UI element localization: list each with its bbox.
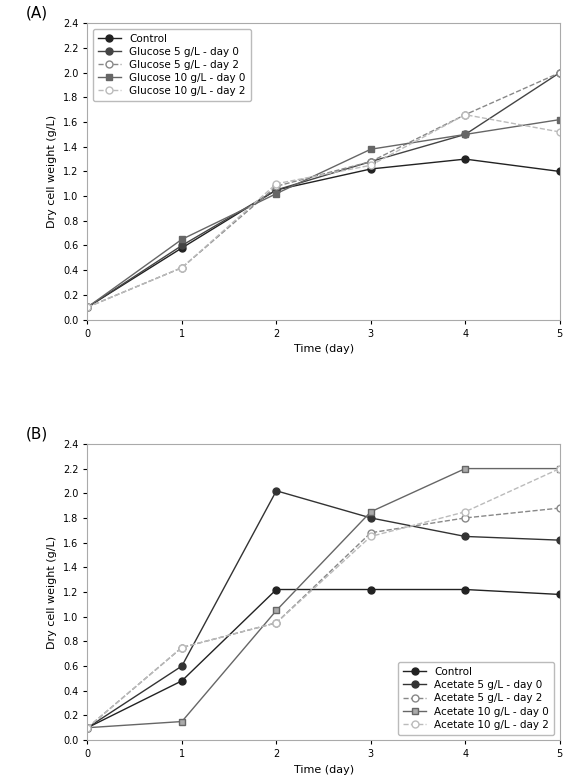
Glucose 10 g/L - day 0	[273, 189, 280, 199]
Legend: Control, Glucose 5 g/L - day 0, Glucose 5 g/L - day 2, Glucose 10 g/L - day 0, G: Control, Glucose 5 g/L - day 0, Glucose …	[93, 29, 251, 101]
Glucose 5 g/L - day 0	[462, 130, 469, 139]
Glucose 5 g/L - day 0	[556, 68, 563, 77]
Line: Glucose 5 g/L - day 0: Glucose 5 g/L - day 0	[84, 69, 563, 311]
Glucose 10 g/L - day 2	[84, 302, 91, 312]
Acetate 10 g/L - day 0	[462, 464, 469, 474]
X-axis label: Time (day): Time (day)	[293, 765, 354, 774]
Glucose 10 g/L - day 0	[84, 302, 91, 312]
Line: Acetate 5 g/L - day 2: Acetate 5 g/L - day 2	[84, 505, 563, 731]
Glucose 10 g/L - day 2	[462, 110, 469, 119]
Acetate 5 g/L - day 2	[556, 503, 563, 513]
Acetate 5 g/L - day 2	[367, 528, 374, 538]
Acetate 10 g/L - day 0	[84, 723, 91, 732]
Glucose 10 g/L - day 0	[367, 145, 374, 154]
Control	[273, 185, 280, 195]
Glucose 5 g/L - day 2	[273, 182, 280, 191]
Line: Acetate 10 g/L - day 2: Acetate 10 g/L - day 2	[84, 465, 563, 731]
Glucose 5 g/L - day 0	[273, 185, 280, 195]
Line: Acetate 10 g/L - day 0: Acetate 10 g/L - day 0	[84, 465, 563, 731]
Acetate 10 g/L - day 0	[556, 464, 563, 474]
Acetate 5 g/L - day 2	[462, 513, 469, 523]
Control	[462, 154, 469, 164]
Glucose 10 g/L - day 0	[556, 115, 563, 125]
Acetate 5 g/L - day 0	[556, 535, 563, 545]
Acetate 10 g/L - day 2	[273, 619, 280, 628]
Text: (B): (B)	[26, 426, 48, 441]
Glucose 10 g/L - day 2	[273, 179, 280, 189]
Glucose 10 g/L - day 2	[367, 160, 374, 170]
Glucose 5 g/L - day 2	[178, 263, 185, 273]
Glucose 5 g/L - day 2	[84, 302, 91, 312]
Acetate 5 g/L - day 0	[462, 532, 469, 541]
Text: (A): (A)	[26, 5, 48, 20]
Acetate 10 g/L - day 0	[273, 606, 280, 615]
Glucose 10 g/L - day 0	[462, 130, 469, 139]
Line: Acetate 5 g/L - day 0: Acetate 5 g/L - day 0	[84, 488, 563, 731]
Glucose 5 g/L - day 0	[178, 241, 185, 250]
Acetate 10 g/L - day 0	[367, 507, 374, 516]
Acetate 5 g/L - day 2	[273, 619, 280, 628]
Acetate 10 g/L - day 0	[178, 717, 185, 726]
Control	[556, 590, 563, 599]
Acetate 5 g/L - day 0	[273, 486, 280, 495]
X-axis label: Time (day): Time (day)	[293, 344, 354, 354]
Control	[367, 585, 374, 594]
Acetate 5 g/L - day 2	[178, 643, 185, 652]
Y-axis label: Dry cell weight (g/L): Dry cell weight (g/L)	[47, 115, 57, 228]
Glucose 5 g/L - day 0	[84, 302, 91, 312]
Acetate 5 g/L - day 0	[84, 723, 91, 732]
Acetate 10 g/L - day 2	[84, 723, 91, 732]
Acetate 10 g/L - day 2	[367, 532, 374, 541]
Control	[178, 676, 185, 686]
Legend: Control, Acetate 5 g/L - day 0, Acetate 5 g/L - day 2, Acetate 10 g/L - day 0, A: Control, Acetate 5 g/L - day 0, Acetate …	[398, 662, 554, 735]
Acetate 5 g/L - day 0	[178, 661, 185, 671]
Glucose 5 g/L - day 2	[556, 68, 563, 77]
Line: Control: Control	[84, 156, 563, 311]
Acetate 10 g/L - day 2	[178, 643, 185, 652]
Y-axis label: Dry cell weight (g/L): Dry cell weight (g/L)	[47, 535, 57, 649]
Glucose 5 g/L - day 2	[367, 157, 374, 166]
Glucose 10 g/L - day 2	[556, 127, 563, 136]
Glucose 10 g/L - day 2	[178, 263, 185, 273]
Acetate 10 g/L - day 2	[556, 464, 563, 474]
Control	[556, 167, 563, 176]
Line: Glucose 5 g/L - day 2: Glucose 5 g/L - day 2	[84, 69, 563, 311]
Control	[462, 585, 469, 594]
Control	[367, 164, 374, 174]
Acetate 10 g/L - day 2	[462, 507, 469, 516]
Control	[84, 302, 91, 312]
Line: Glucose 10 g/L - day 2: Glucose 10 g/L - day 2	[84, 111, 563, 311]
Acetate 5 g/L - day 0	[367, 513, 374, 523]
Line: Glucose 10 g/L - day 0: Glucose 10 g/L - day 0	[84, 116, 563, 311]
Line: Control: Control	[84, 586, 563, 731]
Glucose 10 g/L - day 0	[178, 234, 185, 244]
Glucose 5 g/L - day 2	[462, 110, 469, 119]
Acetate 5 g/L - day 2	[84, 723, 91, 732]
Control	[84, 723, 91, 732]
Glucose 5 g/L - day 0	[367, 157, 374, 166]
Control	[178, 243, 185, 252]
Control	[273, 585, 280, 594]
